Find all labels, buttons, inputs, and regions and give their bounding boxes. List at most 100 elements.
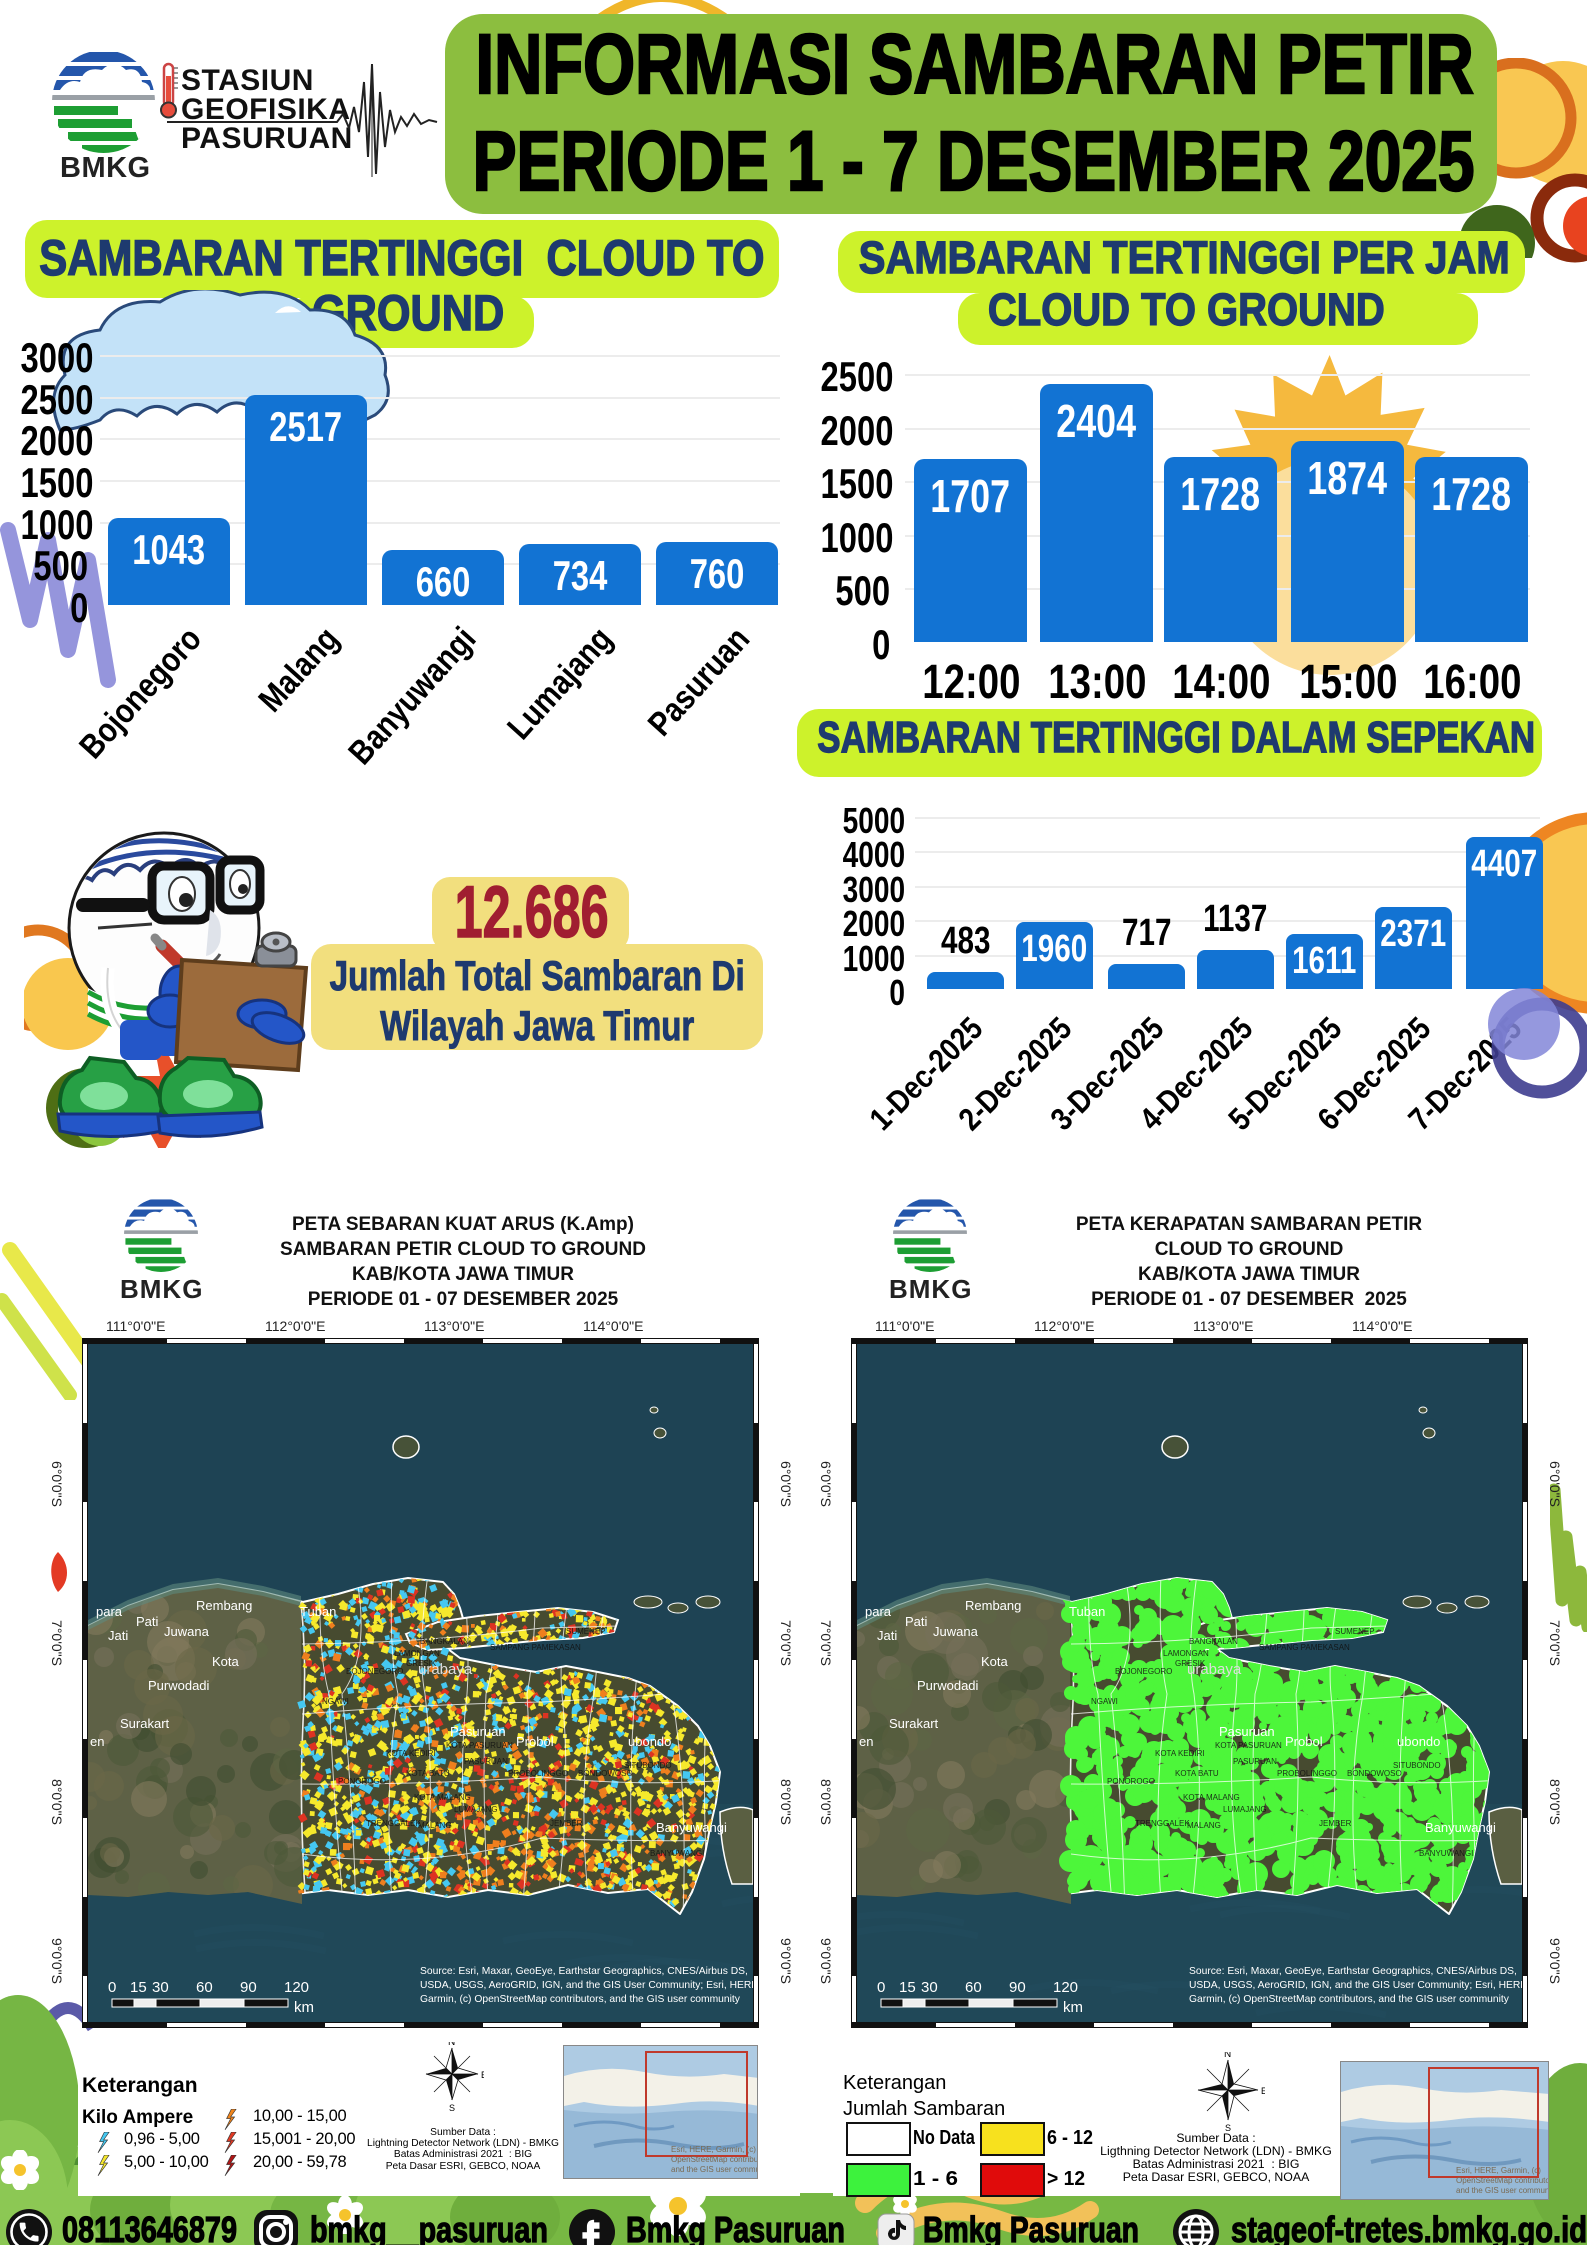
svg-text:Surakart: Surakart [889, 1716, 939, 1731]
svg-text:km: km [294, 1999, 314, 2016]
svg-text:60: 60 [196, 1979, 213, 1996]
svg-text:Tuban: Tuban [300, 1604, 336, 1619]
svg-text:E: E [481, 2070, 484, 2080]
svg-text:Rembang: Rembang [965, 1598, 1021, 1613]
svg-text:15: 15 [899, 1979, 916, 1996]
svg-text:para: para [865, 1604, 892, 1619]
svg-text:SITUBONDO: SITUBONDO [1393, 1761, 1441, 1770]
svg-text:Pasuruan: Pasuruan [1219, 1724, 1275, 1739]
svg-text:MALANG: MALANG [1187, 1821, 1221, 1830]
svg-text:PONOROGO: PONOROGO [1107, 1777, 1155, 1786]
svg-text:GRESIK: GRESIK [1175, 1659, 1206, 1668]
svg-text:KOTA BATU: KOTA BATU [406, 1769, 450, 1778]
svg-text:60: 60 [965, 1979, 982, 1996]
svg-text:KOTA KEDIRI: KOTA KEDIRI [1155, 1749, 1205, 1758]
svg-text:Pasuruan: Pasuruan [450, 1724, 506, 1739]
svg-text:N: N [1224, 2052, 1231, 2060]
svg-text:JEMBER: JEMBER [1319, 1819, 1352, 1828]
svg-text:Tuban: Tuban [1069, 1604, 1105, 1619]
svg-text:Probol: Probol [516, 1734, 554, 1749]
svg-text:Esri, HERE, Garmin, (c): Esri, HERE, Garmin, (c) [671, 2145, 756, 2154]
svg-text:USDA, USGS, AeroGRID, IGN, and: USDA, USGS, AeroGRID, IGN, and the GIS U… [1189, 1980, 1522, 1991]
svg-text:ubondo: ubondo [1397, 1734, 1440, 1749]
svg-text:KOTA BATU: KOTA BATU [1175, 1769, 1219, 1778]
svg-text:USDA, USGS, AeroGRID, IGN, and: USDA, USGS, AeroGRID, IGN, and the GIS U… [420, 1980, 753, 1991]
svg-text:OpenStreetMap contributors,: OpenStreetMap contributors, [671, 2155, 758, 2164]
svg-text:PONOROGO: PONOROGO [338, 1777, 386, 1786]
svg-text:Esri, HERE, Garmin, (c): Esri, HERE, Garmin, (c) [1456, 2166, 1541, 2175]
svg-text:PASURUAN: PASURUAN [464, 1757, 508, 1766]
svg-text:km: km [1063, 1999, 1083, 2016]
svg-text:Pati: Pati [136, 1614, 159, 1629]
svg-text:Garmin, (c) OpenStreetMap cont: Garmin, (c) OpenStreetMap contributors, … [420, 1994, 741, 2005]
svg-text:BANYUWANGI: BANYUWANGI [650, 1849, 704, 1858]
svg-text:BONDOWOSO: BONDOWOSO [1347, 1769, 1402, 1778]
svg-text:0: 0 [877, 1979, 885, 1996]
svg-text:BOJONEGORO: BOJONEGORO [346, 1667, 403, 1676]
svg-text:S: S [449, 2103, 455, 2112]
svg-text:ubondo: ubondo [628, 1734, 671, 1749]
svg-text:TRENGGALEK: TRENGGALEK [1135, 1819, 1190, 1828]
svg-text:SAMPANG PAMEKASAN: SAMPANG PAMEKASAN [1259, 1643, 1350, 1652]
svg-text:15: 15 [130, 1979, 147, 1996]
svg-text:30: 30 [152, 1979, 169, 1996]
svg-text:LUMAJANG: LUMAJANG [454, 1805, 498, 1814]
svg-text:KOTA MALANG: KOTA MALANG [1183, 1793, 1240, 1802]
svg-text:120: 120 [1053, 1979, 1078, 1996]
svg-text:Banyuwangi: Banyuwangi [1425, 1820, 1496, 1835]
svg-text:en: en [90, 1734, 104, 1749]
svg-text:MALANG: MALANG [418, 1821, 452, 1830]
svg-text:90: 90 [240, 1979, 257, 1996]
svg-text:and the GIS user community: and the GIS user community [1456, 2186, 1549, 2195]
svg-text:PASURUAN: PASURUAN [1233, 1757, 1277, 1766]
svg-text:PROBOLINGGO: PROBOLINGGO [1277, 1769, 1337, 1778]
svg-text:BONDOWOSO: BONDOWOSO [578, 1769, 633, 1778]
svg-text:LAMONGAN: LAMONGAN [1163, 1649, 1209, 1658]
svg-text:BANGKALAN: BANGKALAN [1189, 1637, 1238, 1646]
svg-text:Rembang: Rembang [196, 1598, 252, 1613]
svg-text:Purwodadi: Purwodadi [917, 1678, 979, 1693]
svg-text:0: 0 [108, 1979, 116, 1996]
svg-text:90: 90 [1009, 1979, 1026, 1996]
svg-text:Garmin, (c) OpenStreetMap cont: Garmin, (c) OpenStreetMap contributors, … [1189, 1994, 1510, 2005]
svg-text:KOTA PASURUAN: KOTA PASURUAN [446, 1741, 513, 1750]
svg-text:en: en [859, 1734, 873, 1749]
svg-text:KOTA KEDIRI: KOTA KEDIRI [386, 1749, 436, 1758]
svg-text:SUMENEP: SUMENEP [566, 1627, 606, 1636]
svg-text:and the GIS user community: and the GIS user community [671, 2165, 758, 2174]
svg-text:JEMBER: JEMBER [550, 1819, 583, 1828]
svg-text:GRESIK: GRESIK [406, 1659, 437, 1668]
svg-text:Probol: Probol [1285, 1734, 1323, 1749]
svg-text:TRENGGALEK: TRENGGALEK [366, 1819, 421, 1828]
svg-text:Purwodadi: Purwodadi [148, 1678, 210, 1693]
svg-text:Jati: Jati [877, 1628, 897, 1643]
svg-text:BANYUWANGI: BANYUWANGI [1419, 1849, 1473, 1858]
svg-text:120: 120 [284, 1979, 309, 1996]
svg-text:Source: Esri, Maxar, GeoEye, E: Source: Esri, Maxar, GeoEye, Earthstar G… [420, 1966, 748, 1977]
svg-text:SITUBONDO: SITUBONDO [624, 1761, 672, 1770]
svg-text:para: para [96, 1604, 123, 1619]
svg-text:OpenStreetMap contributors,: OpenStreetMap contributors, [1456, 2176, 1549, 2185]
svg-text:KOTA MALANG: KOTA MALANG [414, 1793, 471, 1802]
svg-text:Source: Esri, Maxar, GeoEye, E: Source: Esri, Maxar, GeoEye, Earthstar G… [1189, 1966, 1517, 1977]
svg-text:Pati: Pati [905, 1614, 928, 1629]
svg-text:Kota: Kota [981, 1654, 1009, 1669]
svg-text:Banyuwangi: Banyuwangi [656, 1820, 727, 1835]
svg-text:Juwana: Juwana [164, 1624, 210, 1639]
svg-text:BOJONEGORO: BOJONEGORO [1115, 1667, 1172, 1676]
svg-text:NGAWI: NGAWI [1091, 1697, 1118, 1706]
svg-text:E: E [1261, 2086, 1265, 2096]
svg-text:LAMONGAN: LAMONGAN [394, 1649, 440, 1658]
svg-text:Surakart: Surakart [120, 1716, 170, 1731]
svg-text:30: 30 [921, 1979, 938, 1996]
svg-text:BANGKALAN: BANGKALAN [420, 1637, 469, 1646]
svg-text:NGAWI: NGAWI [322, 1697, 349, 1706]
svg-text:Kota: Kota [212, 1654, 240, 1669]
svg-text:PROBOLINGGO: PROBOLINGGO [508, 1769, 568, 1778]
svg-text:SUMENEP: SUMENEP [1335, 1627, 1375, 1636]
svg-text:Juwana: Juwana [933, 1624, 979, 1639]
svg-text:LUMAJANG: LUMAJANG [1223, 1805, 1267, 1814]
svg-text:KOTA PASURUAN: KOTA PASURUAN [1215, 1741, 1282, 1750]
svg-text:Jati: Jati [108, 1628, 128, 1643]
svg-text:SAMPANG PAMEKASAN: SAMPANG PAMEKASAN [490, 1643, 581, 1652]
